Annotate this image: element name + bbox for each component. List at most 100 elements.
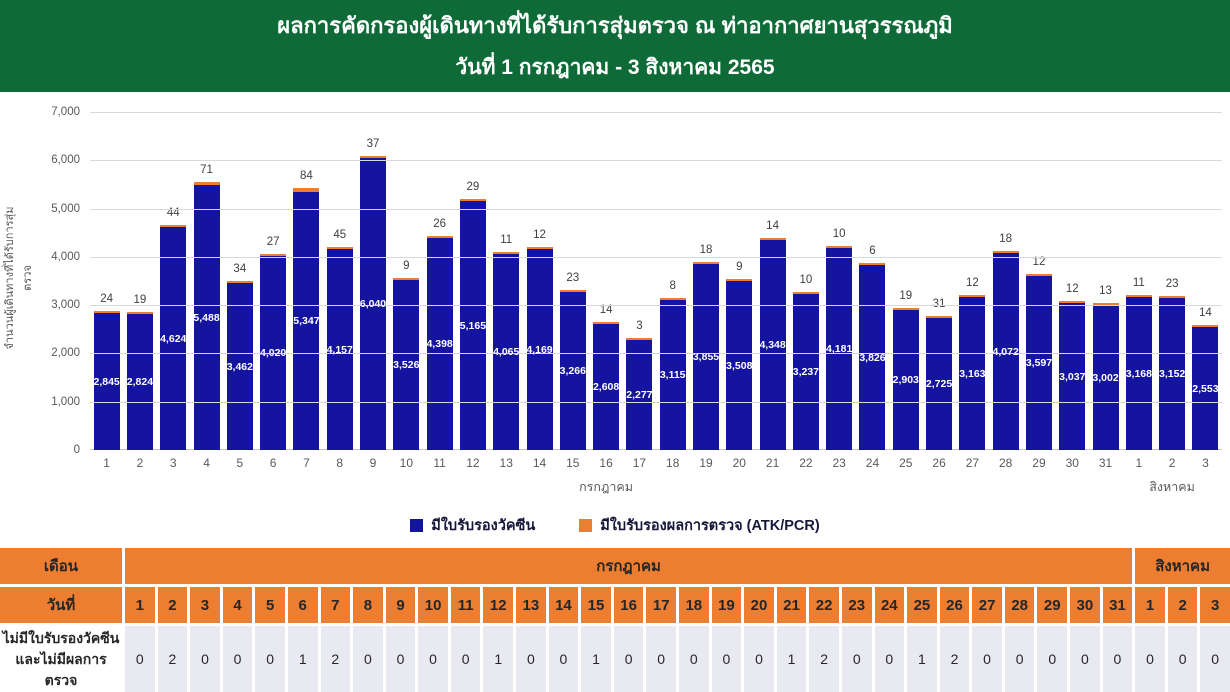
bar-value-label: 5,347 [293, 315, 320, 327]
table-cell-value: 0 [744, 626, 774, 692]
bar-group: 19 2,824 [123, 112, 156, 450]
bar-stack: 3,152 [1159, 296, 1185, 450]
bar-count-label: 14 [766, 220, 779, 232]
bar-blue-segment: 2,845 [94, 313, 120, 450]
bar-orange-segment [360, 156, 387, 158]
bar-value-label: 4,157 [326, 343, 353, 356]
bar-count-label: 23 [1165, 278, 1179, 290]
bar-count-label: 14 [1199, 307, 1212, 319]
bar-count-label: 19 [899, 290, 913, 302]
bar-blue-segment: 4,348 [759, 240, 786, 450]
bar-orange-segment [160, 225, 187, 227]
x-tick-label: 13 [499, 456, 513, 470]
table-cell-data-row-label: ไม่มีใบรับรองวัคซีน และไม่มีผลการตรวจ [0, 626, 122, 692]
month-label: สิงหาคม [1149, 480, 1195, 494]
bar-value-label: 4,072 [992, 345, 1019, 358]
bar-count-label: 23 [566, 272, 580, 284]
table-cell-day-header: 11 [450, 587, 481, 623]
bar-value-label: 3,152 [1159, 368, 1186, 380]
bar-blue-segment: 3,168 [1126, 297, 1152, 450]
table-cell-value: 0 [418, 626, 448, 692]
x-tick-label: 1 [103, 456, 110, 470]
bar-stack: 6,040 [360, 156, 386, 450]
bar-orange-segment [93, 311, 120, 313]
bar-group: 44 4,624 [157, 112, 190, 450]
bar-blue-segment: 4,020 [260, 256, 286, 450]
bar-orange-segment [1059, 301, 1086, 303]
bar-blue-segment: 3,037 [1059, 303, 1085, 450]
bar-count-label: 29 [466, 181, 480, 193]
table-cell-value: 1 [776, 626, 807, 692]
table-cell-value: 0 [1135, 626, 1165, 692]
gridline [90, 401, 1222, 403]
bar-group: 18 4,072 [989, 112, 1022, 450]
x-tick-label: 1 [1135, 456, 1143, 470]
table-cell-day-header: 4 [222, 587, 253, 623]
bar-stack: 3,462 [227, 281, 253, 450]
bar-value-label: 2,903 [892, 374, 919, 386]
bar-blue-segment: 3,115 [659, 300, 686, 450]
bar-orange-segment [193, 182, 220, 185]
bar-count-label: 11 [500, 234, 513, 246]
table-cell-value: 2 [320, 626, 351, 692]
bar-stack: 3,168 [1126, 295, 1152, 450]
bar-value-label: 3,168 [1125, 367, 1152, 380]
bar-blue-segment: 3,152 [1159, 298, 1185, 450]
table-cell-day-header: 29 [1037, 587, 1068, 623]
bar-blue-segment: 3,597 [1026, 276, 1052, 450]
bar-orange-segment [1192, 325, 1219, 327]
table-cell-day-header: 24 [874, 587, 905, 623]
bar-count-label: 10 [832, 228, 846, 240]
x-tick-label: 29 [1032, 456, 1046, 470]
bar-value-label: 3,237 [792, 366, 820, 378]
table-cell-value: 0 [222, 626, 253, 692]
bar-group: 14 2,553 [1189, 112, 1222, 450]
bar-stack: 2,553 [1192, 325, 1219, 450]
bar-blue-segment: 4,065 [493, 254, 519, 450]
bar-blue-segment: 2,903 [893, 310, 919, 450]
bar-blue-segment: 4,624 [160, 227, 186, 450]
bar-stack: 2,845 [94, 311, 120, 450]
bar-orange-segment [293, 188, 320, 192]
table-cell-day-row-label: วันที่ [0, 587, 122, 623]
x-tick-label: 23 [832, 456, 846, 470]
bar-group: 18 3,855 [689, 112, 722, 450]
bar-stack: 4,181 [826, 246, 852, 450]
legend-item: มีใบรับรองวัคซีน [410, 514, 535, 537]
bar-blue-segment: 3,508 [726, 281, 752, 450]
bar-blue-segment: 2,824 [127, 314, 153, 450]
bar-orange-segment [859, 263, 886, 265]
table-cell-value: 0 [1070, 626, 1100, 692]
bar-value-label: 4,020 [259, 347, 287, 359]
table-cell-value: 0 [1102, 626, 1133, 692]
bar-stack: 2,277 [626, 338, 653, 450]
table-cell-day-header: 27 [972, 587, 1002, 623]
bar-orange-segment [260, 254, 287, 256]
bar-group: 23 3,266 [556, 112, 589, 450]
bar-orange-segment [726, 279, 753, 281]
gridline [90, 160, 1222, 162]
bar-count-label: 71 [200, 164, 213, 176]
x-tick-label: 14 [532, 456, 547, 470]
x-tick-label: 15 [566, 456, 580, 470]
bar-count-label: 6 [869, 245, 876, 257]
x-tick-label: 5 [236, 456, 244, 470]
bar-count-label: 34 [233, 263, 247, 275]
table-cell-day-header: 21 [776, 587, 807, 623]
bar-stack: 3,163 [959, 295, 986, 450]
x-tick-label: 27 [965, 456, 980, 470]
bar-blue-segment: 3,163 [959, 297, 986, 450]
bar-blue-segment: 3,526 [393, 280, 419, 450]
table-cell-value: 0 [1004, 626, 1035, 692]
bar-stack: 4,169 [526, 247, 553, 450]
bar-orange-segment [326, 247, 353, 249]
bar-group: 9 3,508 [723, 112, 756, 450]
bar-count-label: 3 [636, 320, 643, 332]
bar-stack: 5,165 [460, 199, 486, 450]
bar-count-label: 9 [736, 261, 743, 273]
y-tick-label: 7,000 [51, 106, 80, 118]
bar-value-label: 4,624 [160, 332, 187, 345]
bar-count-label: 26 [433, 218, 447, 230]
plot-area: 24 2,845 19 2,824 44 4,624 71 5,488 34 3,462 27 4,0… [51, 106, 1222, 456]
month-labels: กรกฎาคม สิงหาคม [90, 477, 1222, 494]
